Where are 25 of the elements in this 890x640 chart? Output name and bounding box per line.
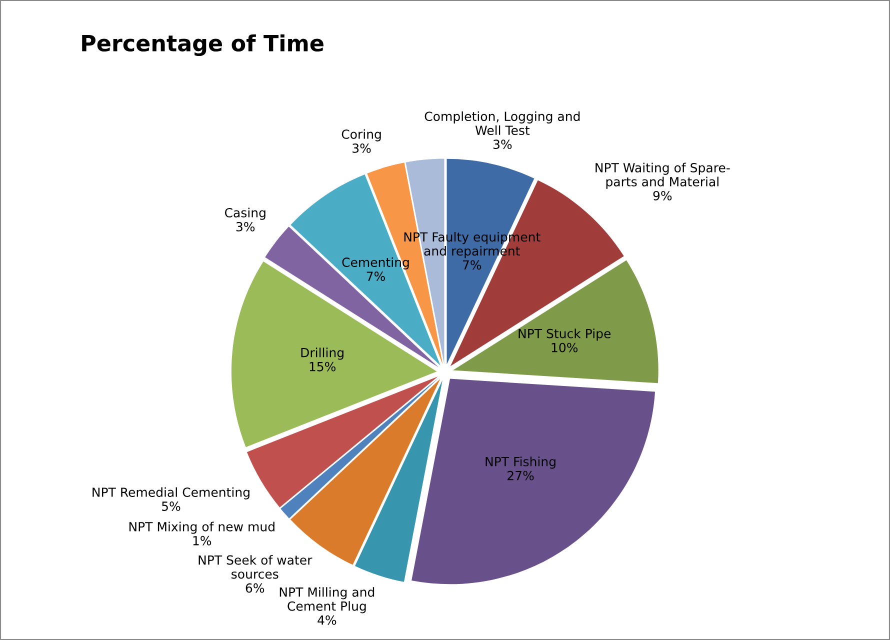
data-label: 1% bbox=[193, 536, 212, 546]
data-label: 6% bbox=[246, 583, 264, 593]
slice-label: NPT Stuck Pipe bbox=[518, 328, 611, 341]
slice-label: NPT Remedial Cementing bbox=[92, 487, 250, 500]
slice-label: Coring bbox=[342, 129, 381, 142]
data-label: 15% bbox=[310, 362, 336, 372]
data-label: 3% bbox=[236, 222, 255, 232]
data-label: 10% bbox=[552, 342, 578, 352]
slice-label: NPT Milling and Cement Plug bbox=[280, 587, 374, 614]
slice-label: Completion, Logging and Well Test bbox=[424, 111, 580, 136]
data-label: 4% bbox=[318, 615, 336, 625]
chart-title: Percentage of Time bbox=[82, 34, 324, 56]
data-label: 3% bbox=[352, 143, 371, 153]
slice-label: NPT Waiting of Spare- parts and Material bbox=[596, 162, 730, 189]
data-label: 7% bbox=[462, 260, 482, 270]
slice-label: NPT Seek of water sources bbox=[198, 555, 312, 579]
slice-label: Casing bbox=[224, 208, 266, 220]
data-label: 7% bbox=[366, 272, 385, 282]
slice-label: NPT Mixing of new mud bbox=[129, 522, 274, 534]
data-label: 27% bbox=[508, 470, 534, 480]
data-label: 3% bbox=[493, 140, 512, 150]
data-label: 9% bbox=[653, 190, 672, 200]
data-label: 5% bbox=[162, 502, 180, 511]
slice-label: Drilling bbox=[301, 348, 344, 360]
slice-label: NPT Fishing bbox=[486, 456, 556, 469]
